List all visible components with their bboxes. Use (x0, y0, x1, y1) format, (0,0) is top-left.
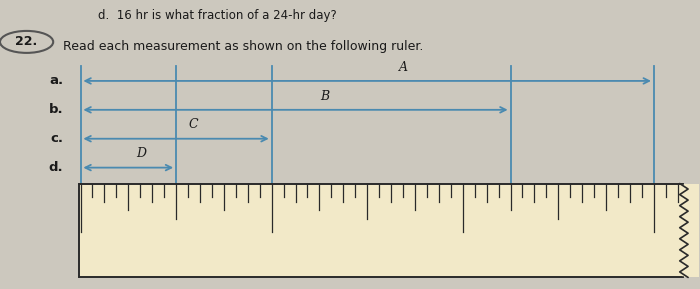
Text: c.: c. (50, 132, 63, 145)
Text: b.: b. (48, 103, 63, 116)
Text: 2: 2 (459, 247, 466, 260)
FancyBboxPatch shape (682, 184, 699, 277)
Text: 0: 0 (77, 247, 84, 260)
Text: A: A (400, 61, 408, 74)
Text: 1: 1 (268, 247, 275, 260)
Text: B: B (321, 90, 330, 103)
Text: d.: d. (48, 161, 63, 174)
FancyBboxPatch shape (79, 184, 682, 277)
Text: a.: a. (49, 75, 63, 87)
Text: C: C (189, 118, 199, 131)
Text: Read each measurement as shown on the following ruler.: Read each measurement as shown on the fo… (63, 40, 424, 53)
Text: D: D (136, 147, 146, 160)
Text: d.  16 hr is what fraction of a 24-hr day?: d. 16 hr is what fraction of a 24-hr day… (98, 9, 337, 22)
Text: 3: 3 (650, 247, 657, 260)
Text: 22.: 22. (15, 36, 38, 48)
Text: Inches: Inches (84, 262, 122, 275)
